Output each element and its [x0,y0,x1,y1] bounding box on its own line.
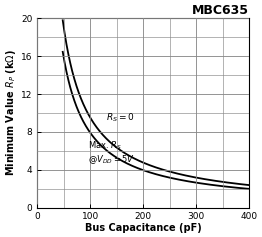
Text: Max. $R_S$
$@ V_{DD} = 5V$: Max. $R_S$ $@ V_{DD} = 5V$ [88,139,135,166]
X-axis label: Bus Capacitance (pF): Bus Capacitance (pF) [85,223,202,233]
Text: MBC635: MBC635 [192,4,249,17]
Y-axis label: Minimum Value $R_P$ (k$\Omega$): Minimum Value $R_P$ (k$\Omega$) [4,50,18,177]
Text: $R_S = 0$: $R_S = 0$ [106,111,135,124]
